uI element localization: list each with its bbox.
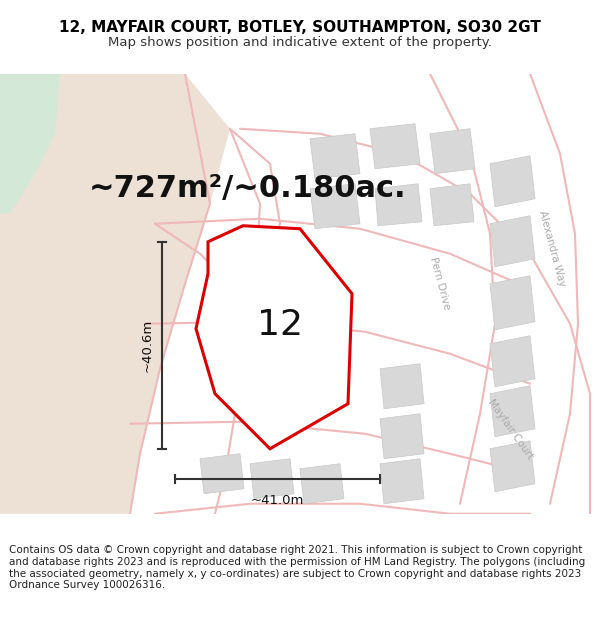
Polygon shape	[490, 441, 535, 492]
Polygon shape	[196, 226, 352, 449]
Polygon shape	[370, 124, 420, 169]
Text: 12, MAYFAIR COURT, BOTLEY, SOUTHAMPTON, SO30 2GT: 12, MAYFAIR COURT, BOTLEY, SOUTHAMPTON, …	[59, 20, 541, 35]
Text: Map shows position and indicative extent of the property.: Map shows position and indicative extent…	[108, 36, 492, 49]
Text: Pern Drive: Pern Drive	[428, 256, 452, 311]
Text: Contains OS data © Crown copyright and database right 2021. This information is : Contains OS data © Crown copyright and d…	[9, 545, 585, 590]
Text: ~40.6m: ~40.6m	[141, 319, 154, 372]
Text: ~41.0m: ~41.0m	[251, 494, 304, 507]
Polygon shape	[490, 156, 535, 207]
Text: Mayfair Court: Mayfair Court	[485, 397, 535, 461]
Polygon shape	[375, 184, 422, 226]
Polygon shape	[310, 134, 360, 179]
Polygon shape	[300, 464, 344, 504]
Polygon shape	[490, 216, 535, 267]
Polygon shape	[490, 336, 535, 387]
Polygon shape	[380, 364, 424, 409]
Polygon shape	[490, 276, 535, 330]
Text: 12: 12	[257, 308, 303, 342]
Text: Alexandra Way: Alexandra Way	[537, 209, 567, 288]
Polygon shape	[490, 386, 535, 437]
Polygon shape	[430, 184, 474, 226]
Polygon shape	[380, 459, 424, 504]
Polygon shape	[200, 454, 244, 494]
Polygon shape	[430, 129, 475, 174]
Polygon shape	[380, 414, 424, 459]
Polygon shape	[0, 74, 230, 514]
Polygon shape	[310, 184, 360, 229]
Polygon shape	[250, 459, 294, 499]
Text: ~727m²/~0.180ac.: ~727m²/~0.180ac.	[89, 174, 407, 203]
Polygon shape	[0, 74, 60, 214]
